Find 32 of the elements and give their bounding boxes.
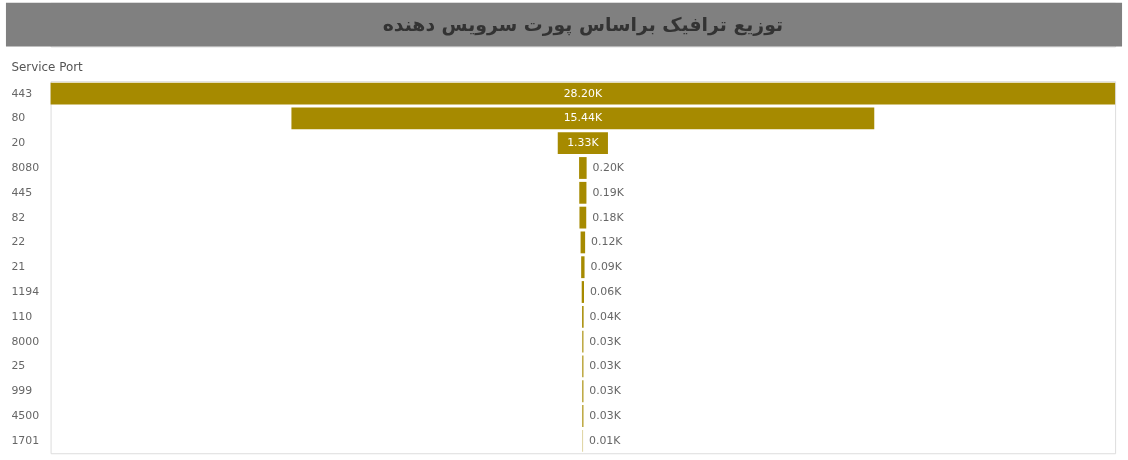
data-label: 1.33K — [567, 136, 600, 150]
text: توزیع ترافیک براساس پورت سرویس دهنده — [382, 13, 784, 36]
data-label: 0.03K — [589, 409, 622, 422]
category-label: 25 — [11, 359, 26, 373]
data-label: 0.12K — [591, 235, 624, 249]
data-label: 0.06K — [589, 284, 623, 298]
data-label: 0.19K — [592, 185, 625, 199]
data-label: 28.20K — [563, 86, 603, 100]
data-label: 0.04K — [589, 309, 622, 323]
data-label: 0.18K — [592, 210, 625, 224]
category-label: 1701 — [11, 433, 40, 447]
category-label: 445 — [11, 185, 33, 199]
category-label: 22 — [11, 235, 26, 249]
category-label: 110 — [11, 309, 33, 323]
category-label: 21 — [11, 260, 26, 274]
text: Service Port — [11, 59, 84, 74]
data-label: 0.09K — [590, 260, 623, 274]
category-label: 1194 — [11, 284, 40, 298]
category-label: 80 — [11, 111, 26, 125]
category-label: 20 — [11, 136, 26, 150]
data-label: 15.44K — [563, 111, 603, 125]
data-label: 0.20K — [592, 160, 625, 174]
data-label: 0.01K — [588, 433, 622, 447]
data-label: 0.03K — [589, 334, 622, 348]
data-label: 0.03K — [589, 384, 622, 398]
data-label: 0.03K — [589, 359, 622, 373]
category-label: 82 — [11, 210, 26, 224]
category-label: 4500 — [11, 409, 40, 422]
category-label: 8000 — [11, 334, 40, 348]
category-label: 443 — [11, 86, 33, 100]
category-label: 999 — [11, 384, 33, 398]
category-label: 8080 — [11, 160, 40, 174]
